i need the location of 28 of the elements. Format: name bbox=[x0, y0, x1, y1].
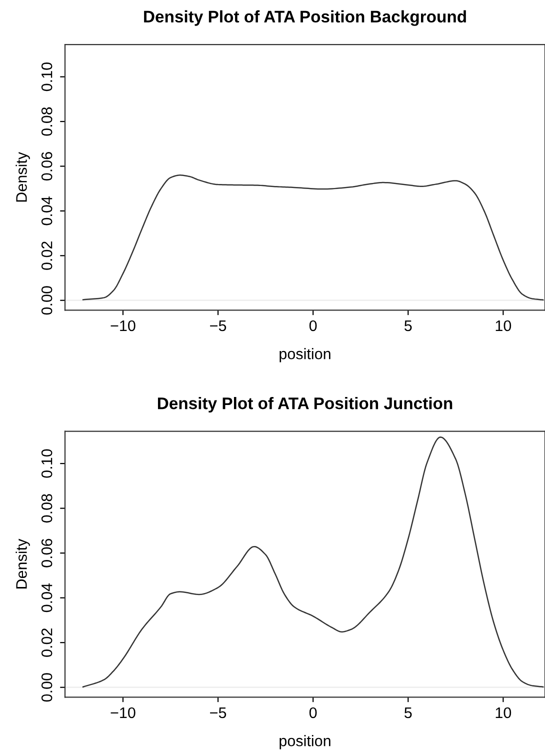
x-tick-label: 0 bbox=[309, 320, 317, 332]
x-tick-label: 10 bbox=[496, 320, 512, 332]
y-tick-label: 0.04 bbox=[41, 196, 52, 226]
y-tick-label: 0.08 bbox=[41, 107, 52, 136]
y-tick-label: 0.04 bbox=[41, 583, 52, 612]
x-tick-label: −10 bbox=[110, 320, 136, 332]
y-tick-label: 0.10 bbox=[41, 62, 52, 92]
y-tick-label: 0.06 bbox=[41, 152, 52, 180]
y-tick-label: 0.00 bbox=[41, 673, 52, 702]
x-tick-label: 0 bbox=[309, 707, 317, 718]
x-axis-title: position bbox=[280, 348, 330, 362]
y-tick-label: 0.02 bbox=[41, 242, 52, 270]
x-axis-title: position bbox=[280, 735, 330, 750]
y-tick-label: 0.10 bbox=[41, 449, 52, 478]
y-axis-title: Density bbox=[16, 538, 30, 588]
y-tick-label: 0.02 bbox=[41, 628, 52, 657]
y-tick-label: 0.06 bbox=[41, 538, 52, 568]
y-axis-title: Density bbox=[16, 152, 30, 202]
y-tick-label: 0.08 bbox=[41, 494, 52, 523]
chart-title: Density Plot of ATA Position Junction bbox=[158, 397, 452, 413]
y-tick-label: 0.00 bbox=[41, 286, 52, 315]
x-tick-label: 10 bbox=[496, 707, 512, 718]
x-tick-label: 5 bbox=[404, 707, 412, 718]
x-tick-label: 5 bbox=[404, 320, 412, 332]
x-tick-label: −10 bbox=[110, 707, 136, 718]
x-tick-label: −5 bbox=[210, 707, 226, 718]
x-tick-label: −5 bbox=[210, 320, 226, 332]
chart-title: Density Plot of ATA Position Background bbox=[144, 10, 466, 26]
